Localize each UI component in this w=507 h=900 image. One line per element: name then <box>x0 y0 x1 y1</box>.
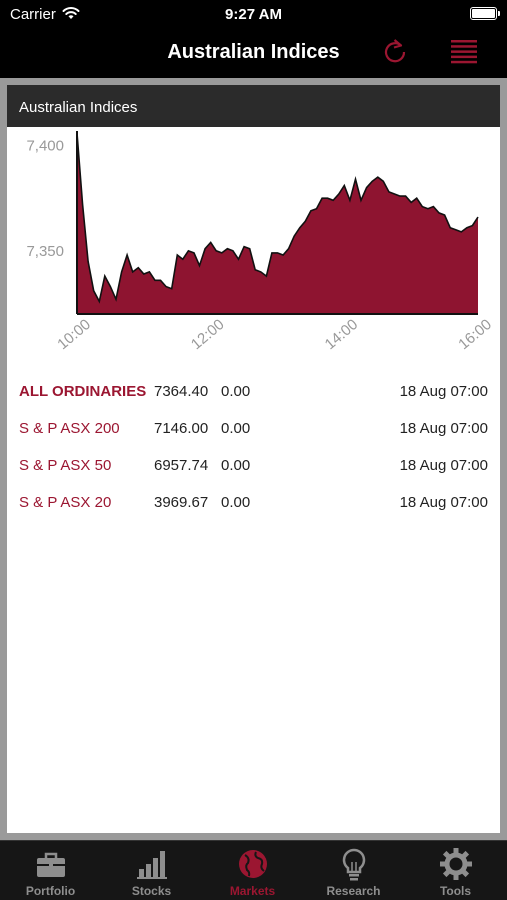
intraday-chart: 7,400 7,350 10:00 12:00 14:00 16:00 <box>26 131 495 353</box>
lightbulb-icon <box>342 848 365 881</box>
index-change: 0.00 <box>221 457 251 474</box>
series-line <box>76 132 479 304</box>
index-change: 0.00 <box>221 494 251 511</box>
tab-label: Research <box>326 884 381 898</box>
index-name: S & P ASX 200 <box>19 420 120 437</box>
index-name: S & P ASX 50 <box>19 457 112 474</box>
tab-label: Markets <box>229 884 276 898</box>
wifi-icon <box>62 7 80 19</box>
index-value: 7364.40 <box>154 383 209 400</box>
tab-label: Stocks <box>131 884 172 898</box>
indices-list: ALL ORDINARIES 7364.40 0.00 18 Aug 07:00 S &… <box>7 373 500 521</box>
tab-portfolio[interactable]: Portfolio <box>0 841 101 900</box>
index-time: 18 Aug 07:00 <box>399 494 488 511</box>
tab-stocks[interactable]: Stocks <box>101 841 202 900</box>
briefcase-icon <box>36 852 65 877</box>
index-row[interactable]: ALL ORDINARIES 7364.40 0.00 18 Aug 07:00 <box>7 373 500 410</box>
index-time: 18 Aug 07:00 <box>399 457 488 474</box>
indices-panel: Australian Indices 7,400 7,350 10:00 12:00 1… <box>7 85 500 833</box>
nav-bar: Australian Indices <box>0 28 507 78</box>
carrier-label: Carrier <box>10 6 56 23</box>
gear-icon <box>439 848 472 880</box>
index-value: 3969.67 <box>154 494 209 511</box>
tab-markets[interactable]: Markets <box>202 841 303 900</box>
index-name: S & P ASX 20 <box>19 494 112 511</box>
x-tick-label: 16:00 <box>455 316 495 353</box>
content-area: Australian Indices 7,400 7,350 10:00 12:00 1… <box>0 78 507 840</box>
x-tick-label: 12:00 <box>188 316 228 353</box>
tab-bar: Portfolio Stocks Markets Research Tools <box>0 840 507 900</box>
panel-header: Australian Indices <box>7 85 500 127</box>
globe-icon <box>238 850 267 878</box>
page-title: Australian Indices <box>167 41 340 63</box>
tab-research[interactable]: Research <box>303 841 404 900</box>
index-time: 18 Aug 07:00 <box>399 383 488 400</box>
index-value: 6957.74 <box>154 457 209 474</box>
index-row[interactable]: S & P ASX 200 7146.00 0.00 18 Aug 07:00 <box>7 410 500 447</box>
index-time: 18 Aug 07:00 <box>399 420 488 437</box>
index-name: ALL ORDINARIES <box>19 383 147 400</box>
status-time: 9:27 AM <box>225 6 282 23</box>
refresh-icon[interactable] <box>380 37 410 67</box>
index-value: 7146.00 <box>154 420 209 437</box>
bar-chart-icon <box>136 851 167 879</box>
tab-tools[interactable]: Tools <box>405 841 506 900</box>
index-change: 0.00 <box>221 420 251 437</box>
index-row[interactable]: S & P ASX 50 6957.74 0.00 18 Aug 07:00 <box>7 447 500 484</box>
series-area <box>77 132 478 314</box>
tab-label: Tools <box>439 884 472 898</box>
list-icon[interactable] <box>450 39 478 65</box>
x-tick-label: 14:00 <box>322 316 362 353</box>
y-tick-label: 7,400 <box>26 138 64 155</box>
status-bar: Carrier 9:27 AM <box>0 0 507 28</box>
index-row[interactable]: S & P ASX 20 3969.67 0.00 18 Aug 07:00 <box>7 484 500 521</box>
tab-label: Portfolio <box>25 884 76 898</box>
y-tick-label: 7,350 <box>26 243 64 260</box>
battery-icon <box>470 7 500 20</box>
x-tick-label: 10:00 <box>54 316 94 353</box>
index-change: 0.00 <box>221 383 251 400</box>
